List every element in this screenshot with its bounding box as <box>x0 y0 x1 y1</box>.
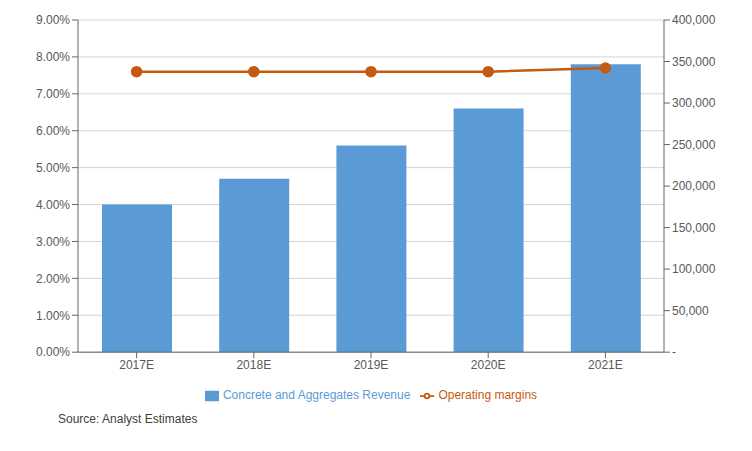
svg-text:2019E: 2019E <box>354 358 389 372</box>
svg-text:8.00%: 8.00% <box>36 50 70 64</box>
svg-text:5.00%: 5.00% <box>36 161 70 175</box>
svg-text:150,000: 150,000 <box>672 221 716 235</box>
svg-text:-: - <box>672 345 676 359</box>
svg-text:4.00%: 4.00% <box>36 198 70 212</box>
svg-text:1.00%: 1.00% <box>36 309 70 323</box>
svg-text:2020E: 2020E <box>471 358 506 372</box>
svg-text:350,000: 350,000 <box>672 55 716 69</box>
svg-text:2018E: 2018E <box>236 358 271 372</box>
svg-text:100,000: 100,000 <box>672 262 716 276</box>
svg-text:3.00%: 3.00% <box>36 235 70 249</box>
svg-text:250,000: 250,000 <box>672 138 716 152</box>
svg-text:6.00%: 6.00% <box>36 124 70 138</box>
svg-text:200,000: 200,000 <box>672 179 716 193</box>
svg-text:2017E: 2017E <box>119 358 154 372</box>
svg-text:9.00%: 9.00% <box>36 13 70 27</box>
html-text:Source: Analyst Estimates: Source: Analyst Estimates <box>58 412 198 426</box>
svg-text:2.00%: 2.00% <box>36 272 70 286</box>
svg-text:0.00%: 0.00% <box>36 345 70 359</box>
html-text:Concrete and Aggregates Revenu: Concrete and Aggregates Revenue <box>222 388 411 403</box>
svg-text:50,000: 50,000 <box>672 304 709 318</box>
svg-text:7.00%: 7.00% <box>36 87 70 101</box>
svg-text:300,000: 300,000 <box>672 96 716 110</box>
html-text:Operating margins: Operating margins <box>438 388 538 403</box>
svg-text:400,000: 400,000 <box>672 13 716 27</box>
svg-text:2021E: 2021E <box>588 358 623 372</box>
